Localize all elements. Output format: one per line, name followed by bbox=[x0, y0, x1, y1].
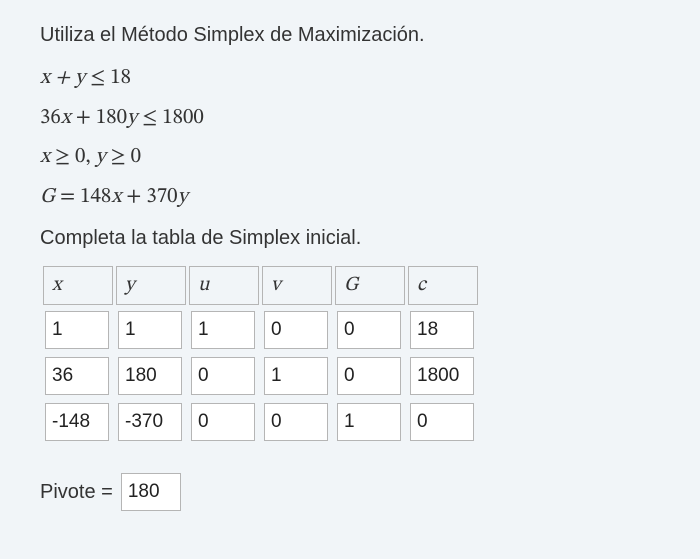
cell-input[interactable]: 36 bbox=[45, 357, 109, 395]
var-y: y bbox=[178, 186, 188, 207]
plus: + bbox=[121, 186, 146, 207]
table-row: 1 1 1 0 0 18 bbox=[43, 309, 478, 351]
coef-b: 180 bbox=[96, 107, 127, 128]
cell-input[interactable]: 0 bbox=[410, 403, 474, 441]
cell-input[interactable]: 1 bbox=[45, 311, 109, 349]
table-instructions: Completa la tabla de Simplex inicial. bbox=[40, 227, 660, 250]
objective-function: G = 148x + 370y bbox=[40, 180, 660, 214]
cell-input[interactable]: 18 bbox=[410, 311, 474, 349]
table-row: 36 180 0 1 0 1800 bbox=[43, 355, 478, 397]
pivot-label: Pivote = bbox=[40, 481, 113, 504]
coef-a: 36 bbox=[40, 107, 61, 128]
math-op: ≤ bbox=[85, 67, 110, 88]
col-header: u bbox=[189, 266, 259, 305]
cell-input[interactable]: 1800 bbox=[410, 357, 474, 395]
col-header: x bbox=[43, 266, 113, 305]
col-header: y bbox=[116, 266, 186, 305]
coef-b: 370 bbox=[146, 186, 177, 207]
eq: = bbox=[55, 186, 80, 207]
table-header-row: x y u v G c bbox=[43, 266, 478, 305]
cell-input[interactable]: 0 bbox=[191, 357, 255, 395]
cell-input[interactable]: 1 bbox=[118, 311, 182, 349]
geq-zero-2: ≥ 0 bbox=[106, 146, 141, 167]
cell-input[interactable]: 0 bbox=[264, 311, 328, 349]
intro-text: Utiliza el Método Simplex de Maximizació… bbox=[40, 24, 660, 47]
cell-input[interactable]: 0 bbox=[191, 403, 255, 441]
cell-input[interactable]: 180 bbox=[118, 357, 182, 395]
coef-a: 148 bbox=[80, 186, 111, 207]
plus: + bbox=[71, 107, 96, 128]
cell-input[interactable]: 1 bbox=[337, 403, 401, 441]
geq-zero-1: ≥ 0, bbox=[50, 146, 95, 167]
math-expr: x + y bbox=[40, 67, 85, 88]
cell-input[interactable]: -370 bbox=[118, 403, 182, 441]
cell-input[interactable]: 1 bbox=[191, 311, 255, 349]
cell-input[interactable]: 1 bbox=[264, 357, 328, 395]
col-header: c bbox=[408, 266, 478, 305]
cell-input[interactable]: 0 bbox=[337, 357, 401, 395]
math-op: ≤ bbox=[137, 107, 162, 128]
pivot-input[interactable]: 180 bbox=[121, 473, 181, 511]
cell-input[interactable]: 0 bbox=[264, 403, 328, 441]
constraint-1: x + y ≤ 18 bbox=[40, 61, 660, 95]
var-x: x bbox=[40, 146, 50, 167]
math-rhs: 1800 bbox=[162, 107, 204, 128]
pivot-row: Pivote = 180 bbox=[40, 473, 660, 511]
col-header: G bbox=[335, 266, 405, 305]
simplex-table: x y u v G c 1 1 1 0 0 18 36 180 0 1 bbox=[40, 262, 481, 447]
table-row: -148 -370 0 0 1 0 bbox=[43, 401, 478, 443]
col-header: v bbox=[262, 266, 332, 305]
var-g: G bbox=[40, 186, 55, 207]
var-x: x bbox=[111, 186, 121, 207]
math-rhs: 18 bbox=[110, 67, 131, 88]
cell-input[interactable]: -148 bbox=[45, 403, 109, 441]
var-y: y bbox=[96, 146, 106, 167]
page-root: Utiliza el Método Simplex de Maximizació… bbox=[0, 0, 700, 559]
var-y: y bbox=[127, 107, 137, 128]
constraint-3: x ≥ 0, y ≥ 0 bbox=[40, 140, 660, 174]
cell-input[interactable]: 0 bbox=[337, 311, 401, 349]
var-x: x bbox=[61, 107, 71, 128]
constraint-2: 36x + 180y ≤ 1800 bbox=[40, 101, 660, 135]
